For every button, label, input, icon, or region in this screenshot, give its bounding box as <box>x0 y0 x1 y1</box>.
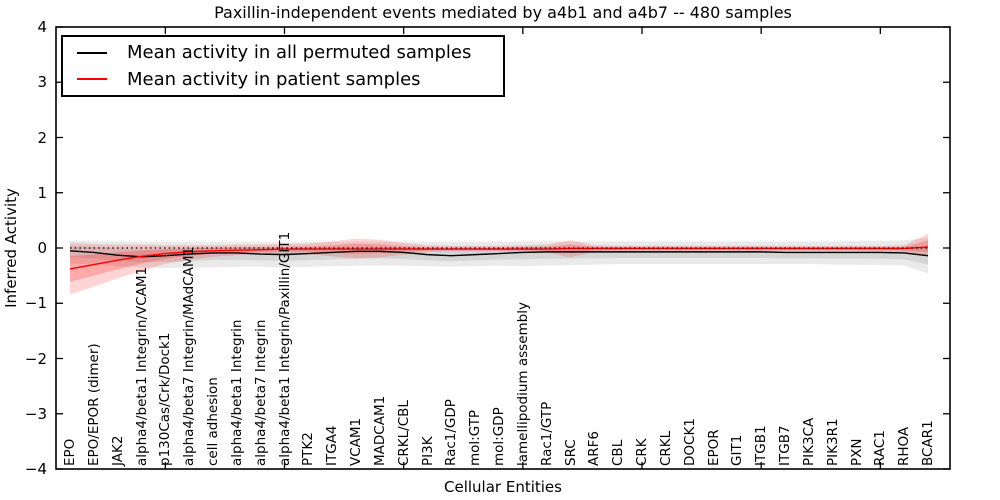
legend-entry: Mean activity in patient samples <box>63 69 503 90</box>
chart-title: Paxillin-independent events mediated by … <box>214 3 792 22</box>
x-tick-label: ITGA4 <box>324 425 341 466</box>
x-tick-label: PI3K <box>419 436 436 466</box>
x-tick-label: MADCAM1 <box>371 395 388 466</box>
x-tick-label: CRKL/CBL <box>395 400 412 466</box>
x-tick-label: DOCK1 <box>681 418 698 466</box>
x-tick-label: EPO <box>62 438 78 466</box>
x-tick-label: ITGB1 <box>753 425 770 466</box>
x-tick-label: p130Cas/Crk/Dock1 <box>157 332 174 466</box>
x-tick-label: Rac1/GDP <box>443 399 460 466</box>
legend-line-permuted <box>77 51 107 54</box>
x-tick-label: CBL <box>610 439 627 466</box>
x-tick-label: cell adhesion <box>205 377 221 466</box>
x-tick-label: lamellipodium assembly <box>514 302 531 466</box>
y-tick-label: 4 <box>37 18 47 36</box>
x-tick-label: ITGB7 <box>777 425 793 466</box>
y-tick-label: −1 <box>24 294 47 313</box>
legend-label-patient: Mean activity in patient samples <box>127 68 421 90</box>
x-tick-label: EPOR <box>705 429 722 466</box>
y-tick-label: 2 <box>37 128 47 147</box>
x-tick-label: VCAM1 <box>348 417 364 466</box>
y-tick-label: −4 <box>24 460 47 478</box>
band-outer <box>70 238 928 274</box>
band-inner <box>70 245 928 265</box>
x-tick-label: EPO/EPOR (dimer) <box>85 343 102 466</box>
x-tick-label: alpha4/beta1 Integrin/Paxillin/GIT1 <box>276 231 293 466</box>
x-tick-label: RAC1 <box>872 430 889 466</box>
x-tick-label: JAK2 <box>109 435 126 466</box>
x-tick-label: PXN <box>848 438 865 467</box>
legend-entry: Mean activity in all permuted samples <box>63 42 503 63</box>
x-tick-label: CRKL <box>657 430 674 466</box>
mean-line <box>69 250 929 258</box>
legend-line-patient <box>77 78 107 81</box>
x-tick-label: alpha4/beta7 Integrin/MAdCAM1 <box>181 246 198 466</box>
x-tick-label: RHOA <box>896 426 913 466</box>
x-tick-label: mol:GTP <box>467 409 484 466</box>
x-axis-label: Cellular Entities <box>444 478 562 496</box>
x-tick-label: CRK <box>634 438 650 466</box>
y-tick-label: 0 <box>37 239 47 257</box>
x-tick-label: mol:GDP <box>491 407 507 466</box>
x-tick-label: alpha4/beta7 Integrin <box>252 319 269 466</box>
y-tick-label: −2 <box>24 349 47 368</box>
x-tick-label: BCAR1 <box>920 420 936 466</box>
band-inner <box>70 240 928 282</box>
y-tick-label: −3 <box>24 404 47 423</box>
x-tick-label: SRC <box>562 439 579 466</box>
x-tick-label: Rac1/GTP <box>538 401 555 466</box>
x-tick-label: PIK3CA <box>800 417 817 466</box>
x-tick-label: ARF6 <box>586 431 603 466</box>
x-tick-label: GIT1 <box>729 434 746 466</box>
x-tick-label: PTK2 <box>300 432 317 466</box>
legend: Mean activity in all permuted samples Me… <box>61 35 505 97</box>
y-tick-label: 1 <box>37 183 47 202</box>
x-tick-label: PIK3R1 <box>824 418 841 466</box>
x-tick-label: alpha4/beta1 Integrin/VCAM1 <box>133 266 150 466</box>
legend-label-permuted: Mean activity in all permuted samples <box>127 42 472 64</box>
y-tick-label: 3 <box>37 73 47 92</box>
x-tick-label: alpha4/beta1 Integrin <box>228 319 245 466</box>
